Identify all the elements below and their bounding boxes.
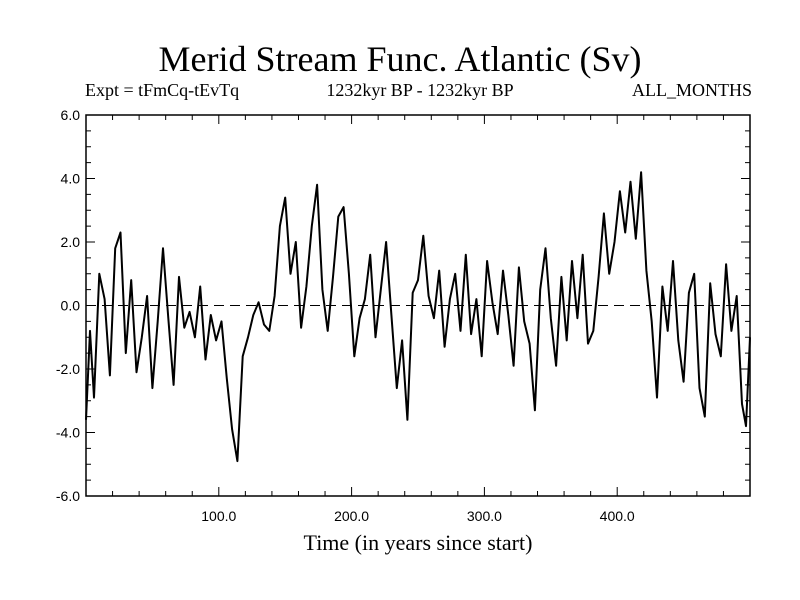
x-tick-label: 100.0 <box>201 508 236 524</box>
time-range-label: 1232kyr BP - 1232kyr BP <box>326 80 514 100</box>
months-label: ALL_MONTHS <box>632 80 752 100</box>
x-tick-label: 200.0 <box>334 508 369 524</box>
y-tick-label: -6.0 <box>56 488 80 504</box>
chart-title: Merid Stream Func. Atlantic (Sv) <box>158 39 642 79</box>
y-tick-label: 4.0 <box>61 171 81 187</box>
x-tick-label: 300.0 <box>467 508 502 524</box>
y-tick-label: 0.0 <box>61 298 81 314</box>
x-tick-label: 400.0 <box>600 508 635 524</box>
y-tick-label: 2.0 <box>61 234 81 250</box>
y-tick-label: -4.0 <box>56 425 80 441</box>
x-axis-title: Time (in years since start) <box>304 530 533 555</box>
series-line <box>85 171 751 463</box>
y-tick-label: 6.0 <box>61 107 81 123</box>
experiment-label: Expt = tFmCq-tEvTq <box>85 80 240 100</box>
y-tick-label: -2.0 <box>56 361 80 377</box>
